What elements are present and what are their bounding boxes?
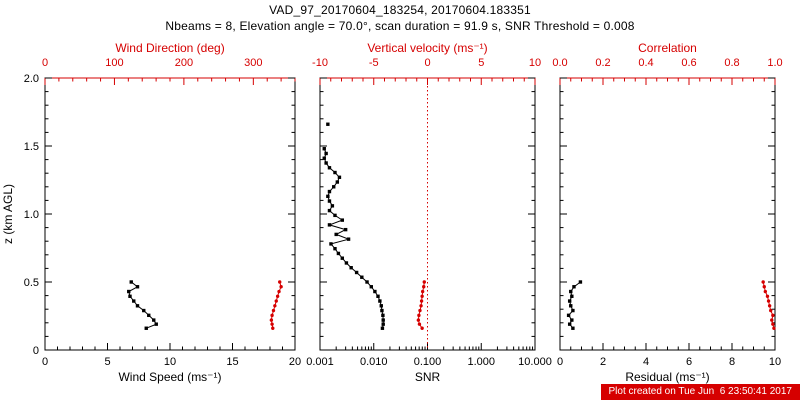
x-tick-label: 20 <box>289 356 301 368</box>
x-tick-label: 10.000 <box>518 356 552 368</box>
y-tick-label: 1.0 <box>24 209 39 221</box>
plot-title: VAD_97_20170604_183254, 20170604.183351 <box>269 3 531 17</box>
x-tick-label: 5 <box>104 356 110 368</box>
x-tick-label: 2 <box>600 356 606 368</box>
top-tick-label: 300 <box>244 57 262 69</box>
top-tick-label: 0.6 <box>681 57 696 69</box>
top-tick-label: 1.0 <box>767 57 782 69</box>
x-tick-label: 0.100 <box>414 356 442 368</box>
x-tick-label: 10 <box>164 356 176 368</box>
title-block: VAD_97_20170604_183254, 20170604.183351 … <box>0 3 800 33</box>
x-axis-title: Residual (ms⁻¹) <box>625 370 709 384</box>
top-tick-label: 0.2 <box>595 57 610 69</box>
y-tick-label: 2.0 <box>24 73 39 85</box>
x-tick-label: 6 <box>686 356 692 368</box>
series-vertical-velocity <box>416 280 426 330</box>
x-axis-title: Wind Speed (ms⁻¹) <box>118 370 221 384</box>
series-wind-direction <box>269 280 283 330</box>
creation-timestamp-badge: Plot created on Tue Jun 6 23:50:41 2017 <box>600 384 800 400</box>
series-correlation <box>761 280 776 330</box>
panel-residual: 0 2 4 6 8 10 Residual (ms⁻¹) 0.0 0.2 0.4 0.6 0.8 1.0… <box>552 41 782 384</box>
panel-frame <box>559 77 776 351</box>
top-tick-label: -5 <box>369 57 379 69</box>
top-axis-title: Vertical velocity (ms⁻¹) <box>367 41 487 55</box>
y-tick-label: 0 <box>33 345 39 357</box>
plot-subtitle: Nbeams = 8, Elevation angle = 70.0°, sca… <box>165 19 635 33</box>
top-tick-label: 0.0 <box>552 57 567 69</box>
panel-wind: 0 5 10 15 20 Wind Speed (ms⁻¹) 0 100 200 300 Wind … <box>24 41 301 384</box>
series-snr-isolated-gate <box>326 122 330 126</box>
y-axis-title: z (km AGL) <box>1 184 15 244</box>
x-tick-label: 0 <box>42 356 48 368</box>
panel-snr: 0.001 0.010 0.100 1.000 10.000 SNR -10 -5 0 5 10 Ve… <box>306 41 552 384</box>
x-axis-title: SNR <box>415 370 441 384</box>
top-tick-label: 5 <box>478 57 484 69</box>
x-tick-label: 1.000 <box>467 356 495 368</box>
x-tick-label: 8 <box>729 356 735 368</box>
top-tick-label: -10 <box>312 57 328 69</box>
top-axis-title: Correlation <box>638 41 697 55</box>
x-tick-label: 0 <box>557 356 563 368</box>
top-tick-label: 0.8 <box>724 57 739 69</box>
y-tick-label: 1.5 <box>24 141 39 153</box>
y-tick-label: 0.5 <box>24 277 39 289</box>
series-wind-speed <box>127 280 158 330</box>
top-tick-label: 0 <box>424 57 430 69</box>
series-residual <box>566 280 583 330</box>
x-tick-label: 0.001 <box>306 356 334 368</box>
top-tick-label: 10 <box>529 57 541 69</box>
x-tick-label: 0.010 <box>360 356 388 368</box>
x-tick-label: 4 <box>643 356 649 368</box>
top-tick-label: 0.4 <box>638 57 653 69</box>
top-axis-title: Wind Direction (deg) <box>115 41 224 55</box>
panel-frame <box>44 77 296 351</box>
x-tick-label: 10 <box>769 356 781 368</box>
top-tick-label: 0 <box>42 57 48 69</box>
x-tick-label: 15 <box>226 356 238 368</box>
series-snr-profile <box>322 147 385 330</box>
top-tick-label: 100 <box>105 57 123 69</box>
top-tick-label: 200 <box>175 57 193 69</box>
